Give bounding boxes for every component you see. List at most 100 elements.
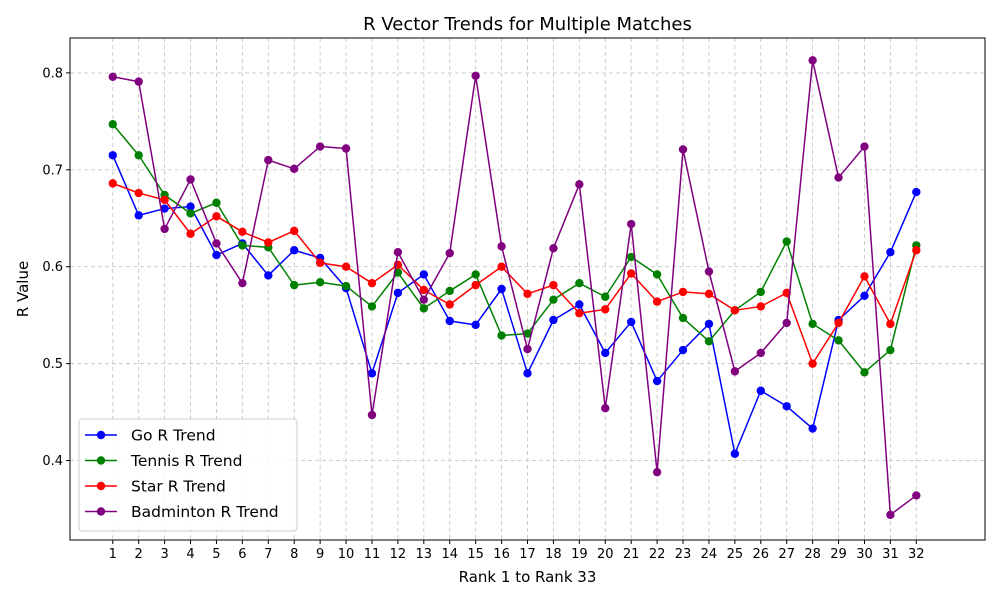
axis-ticks: 1 2 3 4 5 6 7 8 9 10 11 12 13 14 15 16 17 18 19 20 21 22 23 24 2…: [42, 66, 924, 562]
data-point: [367, 369, 377, 378]
data-point: [134, 77, 143, 86]
data-point: [186, 175, 195, 184]
data-point: [393, 288, 403, 298]
chart-title: R Vector Trends for Multiple Matches: [363, 14, 692, 35]
data-point: [575, 309, 584, 318]
data-point: [575, 278, 584, 288]
data-point: [367, 302, 377, 311]
legend-box: [78, 418, 298, 532]
data-point: [626, 317, 636, 327]
data-point: [808, 424, 817, 433]
data-point: [186, 202, 195, 211]
x-tick-label: 22: [649, 547, 666, 562]
data-point: [497, 262, 506, 271]
x-tick-label: 29: [830, 547, 847, 562]
data-point: [730, 449, 740, 458]
data-point: [549, 280, 558, 290]
data-point: [264, 238, 273, 247]
x-tick-label: 26: [753, 547, 770, 562]
data-point: [212, 212, 221, 221]
data-point: [860, 142, 869, 151]
data-point: [704, 337, 714, 346]
x-tick-label: 2: [135, 547, 143, 562]
data-point: [756, 348, 765, 358]
x-tick-label: 30: [856, 547, 873, 562]
data-point: [186, 209, 195, 218]
x-tick-label: 4: [186, 547, 194, 562]
data-point: [108, 151, 117, 160]
data-point: [860, 368, 869, 377]
legend-marker: [96, 456, 106, 465]
data-point: [497, 242, 506, 251]
data-point: [678, 145, 688, 154]
data-point: [730, 306, 740, 315]
series-line: [112, 123, 918, 374]
data-point: [264, 271, 273, 280]
data-point: [523, 344, 532, 354]
data-point: [315, 142, 325, 151]
data-point: [160, 204, 169, 213]
x-tick-label: 1: [109, 547, 117, 562]
chart-legend: Go R Trend Tennis R Trend Star R Trend Badm…: [78, 418, 298, 532]
data-point: [238, 241, 247, 250]
data-point: [315, 278, 325, 287]
data-point: [601, 292, 610, 301]
data-point: [756, 386, 765, 395]
x-tick-label: 3: [160, 547, 168, 562]
data-point: [212, 250, 221, 260]
data-point: [834, 318, 843, 328]
data-point: [264, 155, 273, 165]
data-point: [652, 297, 662, 306]
legend-item: Star R Trend: [85, 478, 226, 496]
data-point: [290, 280, 299, 290]
data-point: [782, 237, 791, 246]
data-point: [678, 313, 688, 323]
data-point: [601, 404, 610, 413]
x-tick-label: 19: [571, 547, 588, 562]
data-point: [704, 289, 714, 299]
data-point: [315, 258, 325, 268]
legend-item: Badminton R Trend: [85, 503, 279, 521]
data-point: [497, 331, 506, 340]
x-tick-label: 5: [212, 547, 220, 562]
data-point: [108, 120, 117, 129]
x-tick-label: 17: [519, 547, 536, 562]
x-tick-label: 25: [727, 547, 744, 562]
data-point: [471, 71, 480, 80]
data-point: [704, 267, 714, 276]
data-point: [601, 305, 610, 314]
data-point: [393, 268, 403, 277]
grid-lines: [70, 38, 985, 540]
x-axis-title: Rank 1 to Rank 33: [459, 568, 597, 586]
data-point: [134, 188, 143, 198]
data-point: [549, 295, 558, 304]
series-line: [112, 59, 917, 516]
data-point: [497, 284, 506, 294]
data-point: [523, 289, 532, 299]
data-point: [678, 345, 688, 355]
data-point: [290, 164, 299, 174]
data-point: [186, 229, 195, 238]
data-point: [471, 270, 480, 279]
series-line: [112, 154, 917, 455]
x-tick-label: 14: [441, 547, 458, 562]
data-point: [601, 348, 610, 358]
data-point: [756, 287, 765, 297]
x-tick-label: 21: [623, 547, 640, 562]
x-tick-label: 13: [416, 547, 433, 562]
data-point: [471, 320, 480, 330]
series-star-r-trend: [108, 179, 921, 368]
data-point: [860, 291, 869, 300]
data-point: [652, 467, 662, 477]
data-point: [212, 239, 221, 248]
data-point: [912, 491, 921, 500]
legend-label: Go R Trend: [131, 427, 216, 445]
legend-item: Tennis R Trend: [85, 452, 242, 470]
data-point: [549, 315, 558, 325]
data-point: [808, 319, 817, 329]
data-point: [238, 278, 247, 288]
data-point: [652, 376, 662, 386]
x-tick-label: 8: [290, 547, 298, 562]
data-point: [886, 510, 895, 520]
x-tick-label: 9: [316, 547, 324, 562]
